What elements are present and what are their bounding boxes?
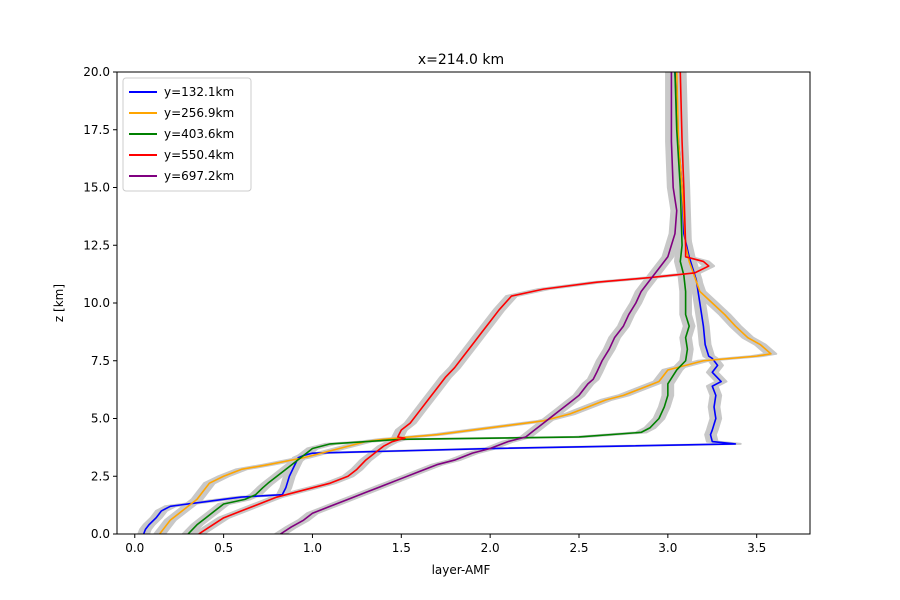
- uncertainty-band-4: [192, 72, 716, 534]
- uncertainty-band-3: [181, 72, 696, 534]
- x-tick-label: 1.0: [303, 541, 322, 555]
- y-tick-label: 5.0: [91, 412, 110, 426]
- x-tick-label: 1.5: [392, 541, 411, 555]
- x-tick-label: 2.0: [481, 541, 500, 555]
- y-axis: 0.0 2.5 5.0 7.5 10.0 12.5 15.0 17.5 20.0: [83, 65, 117, 541]
- x-tick-label: 3.0: [658, 541, 677, 555]
- series-line-1: [142, 72, 737, 534]
- y-tick-label: 12.5: [83, 238, 110, 252]
- x-tick-label: 2.5: [569, 541, 588, 555]
- y-tick-label: 2.5: [91, 469, 110, 483]
- legend-label: y=256.9km: [164, 106, 234, 120]
- legend-label: y=697.2km: [164, 169, 234, 183]
- series-line-3: [187, 72, 690, 534]
- y-tick-label: 7.5: [91, 354, 110, 368]
- x-tick-label: 0.0: [125, 541, 144, 555]
- y-axis-label: z [km]: [52, 284, 66, 322]
- y-tick-label: 17.5: [83, 123, 110, 137]
- x-tick-label: 0.5: [214, 541, 233, 555]
- x-axis: 0.0 0.5 1.0 1.5 2.0 2.5 3.0 3.5: [125, 534, 766, 555]
- series-line-5: [280, 72, 678, 534]
- series-line-4: [198, 72, 710, 534]
- uncertainty-band-5: [274, 72, 684, 534]
- legend-label: y=550.4km: [164, 148, 234, 162]
- legend: y=132.1km y=256.9km y=403.6km y=550.4km y=69…: [122, 77, 252, 192]
- x-tick-label: 3.5: [747, 541, 766, 555]
- legend-label: y=403.6km: [164, 127, 234, 141]
- y-tick-label: 0.0: [91, 527, 110, 541]
- series-lines: [142, 72, 772, 534]
- chart-title: x=214.0 km: [418, 52, 504, 68]
- legend-frame: [122, 77, 252, 192]
- y-tick-label: 15.0: [83, 181, 110, 195]
- x-axis-label: layer-AMF: [432, 563, 491, 577]
- y-tick-label: 20.0: [83, 65, 110, 79]
- legend-label: y=132.1km: [164, 85, 234, 99]
- uncertainty-bands: [137, 72, 778, 534]
- series-line-2: [159, 72, 772, 534]
- y-tick-label: 10.0: [83, 296, 110, 310]
